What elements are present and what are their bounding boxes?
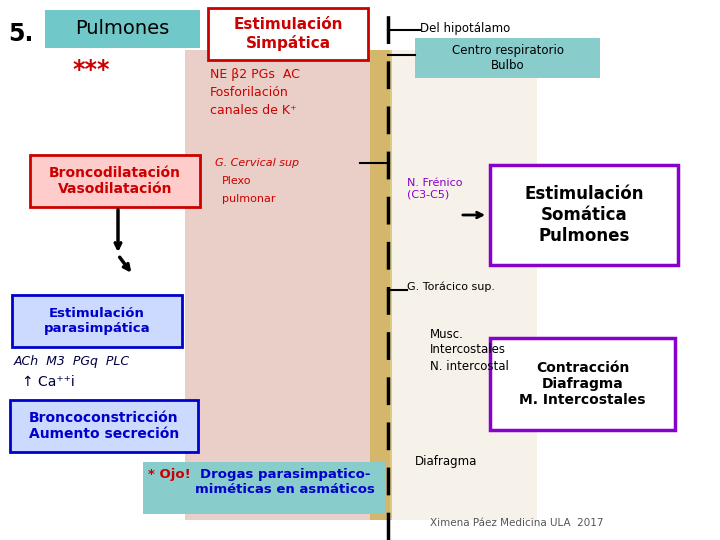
FancyBboxPatch shape <box>415 38 600 78</box>
Text: G. Torácico sup.: G. Torácico sup. <box>407 282 495 293</box>
FancyBboxPatch shape <box>185 50 390 520</box>
Text: N. intercostal: N. intercostal <box>430 360 509 373</box>
Text: Pulmones: Pulmones <box>76 19 170 38</box>
FancyBboxPatch shape <box>490 165 678 265</box>
Text: Musc.
Intercostales: Musc. Intercostales <box>430 328 506 356</box>
FancyBboxPatch shape <box>45 10 200 48</box>
Text: Del hipotálamo: Del hipotálamo <box>420 22 510 35</box>
Text: Contracción
Diafragma
M. Intercostales: Contracción Diafragma M. Intercostales <box>519 361 646 407</box>
Text: * Ojo!: * Ojo! <box>148 468 191 481</box>
Text: Broncoconstricción
Aumento secreción: Broncoconstricción Aumento secreción <box>29 411 179 441</box>
FancyBboxPatch shape <box>143 462 385 514</box>
Text: canales de K⁺: canales de K⁺ <box>210 104 297 117</box>
Text: Ximena Páez Medicina ULA  2017: Ximena Páez Medicina ULA 2017 <box>430 518 603 528</box>
Text: Estimulación
Somática
Pulmones: Estimulación Somática Pulmones <box>524 185 644 245</box>
FancyBboxPatch shape <box>12 295 182 347</box>
Text: ↑ Ca⁺⁺i: ↑ Ca⁺⁺i <box>22 375 75 389</box>
FancyBboxPatch shape <box>370 50 392 520</box>
Text: Estimulación
Simpática: Estimulación Simpática <box>233 17 343 51</box>
Text: Centro respiratorio
Bulbo: Centro respiratorio Bulbo <box>451 44 564 72</box>
Text: Diafragma: Diafragma <box>415 455 477 468</box>
Text: Drogas parasimpatico-
miméticas en asmáticos: Drogas parasimpatico- miméticas en asmát… <box>195 468 375 496</box>
Text: Broncodilatación
Vasodilatación: Broncodilatación Vasodilatación <box>49 166 181 196</box>
Text: 5.: 5. <box>8 22 33 46</box>
Text: G. Cervical sup: G. Cervical sup <box>215 158 299 168</box>
FancyBboxPatch shape <box>10 400 198 452</box>
Text: ACh  M3  PGq  PLC: ACh M3 PGq PLC <box>14 355 130 368</box>
Text: Fosforilación: Fosforilación <box>210 86 289 99</box>
Text: N. Frénico
(C3-C5): N. Frénico (C3-C5) <box>407 178 462 200</box>
FancyBboxPatch shape <box>30 155 200 207</box>
FancyBboxPatch shape <box>490 338 675 430</box>
FancyBboxPatch shape <box>208 8 368 60</box>
Text: ***: *** <box>72 58 109 82</box>
Text: pulmonar: pulmonar <box>222 194 276 204</box>
Text: Plexo: Plexo <box>222 176 251 186</box>
Text: NE β2 PGs  AC: NE β2 PGs AC <box>210 68 300 81</box>
FancyBboxPatch shape <box>392 50 537 520</box>
Text: Estimulación
parasimpática: Estimulación parasimpática <box>44 307 150 335</box>
